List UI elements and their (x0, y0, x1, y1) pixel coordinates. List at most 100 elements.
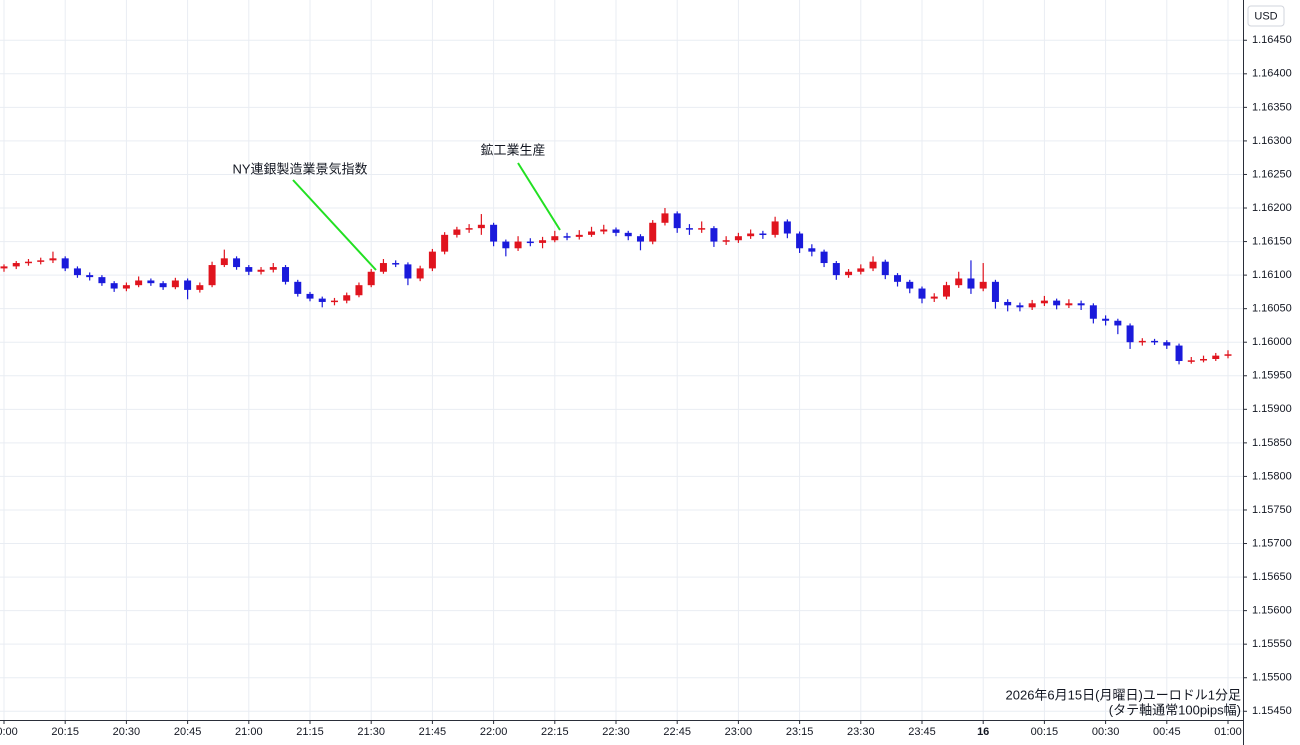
candle-body (539, 240, 547, 243)
annotation-line (292, 179, 377, 271)
candle-body (1040, 300, 1048, 304)
y-tick-label: 1.15900 (1252, 403, 1292, 415)
candle-body (1102, 318, 1110, 321)
candle-body (86, 275, 94, 278)
x-tick-label: 20:30 (113, 726, 141, 738)
annotation: NY連銀製造業景気指数 (232, 161, 367, 176)
y-tick-label: 1.16350 (1252, 101, 1292, 113)
candle-body (845, 271, 853, 276)
candle-body (991, 281, 999, 302)
candle-body (318, 298, 326, 302)
candle-body (710, 228, 718, 242)
x-tick-label: 20:45 (174, 726, 202, 738)
candle-body (526, 241, 534, 244)
candle-body (465, 228, 473, 230)
candle-body (294, 281, 302, 294)
candle-body (600, 229, 608, 232)
candle-body (306, 293, 314, 299)
candle-body (184, 280, 192, 290)
candle-body (1187, 360, 1195, 362)
candle-body (832, 263, 840, 276)
candle-body (759, 233, 767, 236)
candle-body (1151, 340, 1159, 343)
candle-body (869, 261, 877, 269)
candle-body (575, 234, 583, 237)
y-tick-label: 1.16100 (1252, 269, 1292, 281)
candle-body (612, 229, 620, 233)
candle-body (98, 277, 106, 284)
candle-body (257, 269, 265, 272)
y-tick-label: 1.16200 (1252, 202, 1292, 214)
y-tick-label: 1.15850 (1252, 437, 1292, 449)
y-tick-label: 1.16450 (1252, 34, 1292, 46)
x-tick-label: 20:15 (51, 726, 79, 738)
candle-body (1200, 358, 1208, 361)
candle-body (783, 221, 791, 234)
candle-body (1114, 320, 1122, 326)
candle-body (649, 222, 657, 242)
y-tick-label: 1.15800 (1252, 470, 1292, 482)
candle-body (233, 258, 241, 268)
y-tick-label: 1.15750 (1252, 504, 1292, 516)
footnote: 2026年6月15日(月曜日)ユーロドル1分足 (1006, 687, 1242, 702)
candle-body (636, 236, 644, 242)
x-tick-label: 01:00 (1214, 726, 1242, 738)
candle-body (930, 296, 938, 299)
candle-body (61, 258, 69, 269)
annotation-line (517, 162, 561, 231)
candle-body (967, 278, 975, 289)
x-tick-label: 21:15 (296, 726, 324, 738)
candle-body (1004, 301, 1012, 306)
x-tick-label: 21:30 (357, 726, 385, 738)
candle-body (918, 288, 926, 299)
candle-body (722, 240, 730, 242)
candle-body (343, 295, 351, 301)
candle-body (73, 268, 81, 276)
y-tick-label: 1.15550 (1252, 638, 1292, 650)
candle-body (24, 261, 32, 264)
candle-body (771, 221, 779, 235)
candle-body (379, 263, 387, 272)
candle-body (1138, 340, 1146, 343)
candle-body (1077, 303, 1085, 306)
candle-body (135, 280, 143, 286)
candle-body (1053, 300, 1061, 306)
candle-body (1016, 305, 1024, 308)
candle-body (245, 267, 253, 272)
candle-body (12, 263, 20, 267)
candle-body (49, 258, 57, 261)
grid (0, 0, 1243, 720)
candle-body (563, 236, 571, 238)
y-tick-label: 1.15500 (1252, 672, 1292, 684)
candle-body (673, 213, 681, 229)
x-tick-label: 22:00 (480, 726, 508, 738)
candle-body (979, 281, 987, 289)
candle-body (1028, 303, 1036, 308)
candle-body (942, 285, 950, 297)
candle-body (159, 283, 167, 288)
candle-body (1163, 342, 1171, 346)
candle-body (428, 251, 436, 269)
candle-body (747, 233, 755, 237)
x-tick-label: 22:45 (663, 726, 691, 738)
candle-body (110, 283, 118, 289)
candle-body (147, 280, 155, 284)
candle-body (588, 231, 596, 235)
x-tick-label: 21:00 (235, 726, 263, 738)
x-tick-label: 23:45 (908, 726, 936, 738)
candle-body (955, 278, 963, 286)
x-tick-label: 20:00 (0, 726, 18, 738)
candle-body (392, 263, 400, 265)
y-tick-label: 1.15600 (1252, 605, 1292, 617)
candle-body (906, 281, 914, 289)
candle-body (282, 267, 290, 282)
x-tick-label: 23:15 (786, 726, 814, 738)
candle-body (685, 228, 693, 230)
candle-body (0, 266, 8, 269)
candle-body (1224, 354, 1232, 356)
y-tick-label: 1.16300 (1252, 135, 1292, 147)
candle-body (355, 285, 363, 296)
x-tick-label: 23:30 (847, 726, 875, 738)
